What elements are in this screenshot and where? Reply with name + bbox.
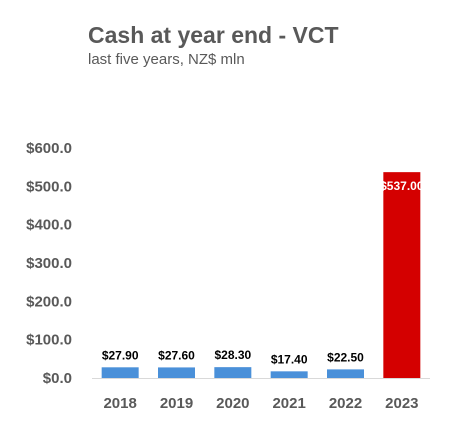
y-tick-label: $200.0 <box>26 293 72 310</box>
y-tick-label: $600.0 <box>26 140 72 157</box>
x-tick-label-2020: 2020 <box>216 395 249 412</box>
y-tick-label: $0.0 <box>43 370 72 387</box>
data-label-2018: $27.90 <box>102 348 139 362</box>
chart-subtitle: last five years, NZ$ mln <box>88 51 245 68</box>
chart-title: Cash at year end - VCT <box>88 22 339 48</box>
bar-2020 <box>214 367 252 378</box>
x-tick-label-2022: 2022 <box>329 395 362 412</box>
y-tick-label: $300.0 <box>26 255 72 272</box>
x-axis: 2018 2019 2020 2021 2022 2023 <box>103 395 418 412</box>
x-tick-label-2023: 2023 <box>385 395 418 412</box>
data-label-2020: $28.30 <box>214 348 251 362</box>
bar-2018 <box>101 367 139 378</box>
bars: $27.90 $27.60 $28.30 $17.40 $22.50 $537.00 <box>101 172 424 378</box>
data-label-2022: $22.50 <box>327 350 364 364</box>
bar-2019 <box>158 367 195 378</box>
y-tick-label: $100.0 <box>26 332 72 349</box>
bar-2023 <box>383 172 421 378</box>
bar-2022 <box>327 369 364 378</box>
y-tick-label: $500.0 <box>26 178 72 195</box>
x-tick-label-2021: 2021 <box>272 395 305 412</box>
bar-2021 <box>270 371 308 378</box>
data-label-2023: $537.00 <box>380 179 424 193</box>
data-label-2021: $17.40 <box>271 352 308 366</box>
y-axis: $0.0 $100.0 $200.0 $300.0 $400.0 $500.0 $600.0 <box>26 140 72 387</box>
x-tick-label-2018: 2018 <box>103 395 136 412</box>
data-label-2019: $27.60 <box>158 348 195 362</box>
x-tick-label-2019: 2019 <box>160 395 193 412</box>
y-tick-label: $400.0 <box>26 217 72 234</box>
